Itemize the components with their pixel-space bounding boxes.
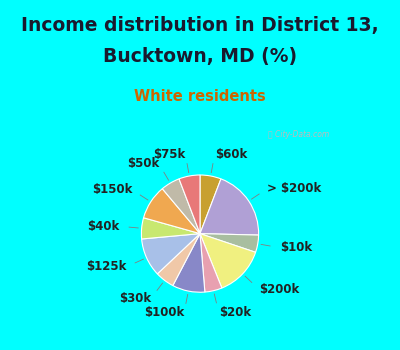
- Wedge shape: [200, 234, 256, 288]
- Text: $100k: $100k: [144, 306, 184, 320]
- Wedge shape: [173, 234, 205, 292]
- Wedge shape: [200, 179, 259, 235]
- Text: Income distribution in District 13,: Income distribution in District 13,: [21, 16, 379, 35]
- Text: $40k: $40k: [87, 220, 120, 233]
- Wedge shape: [141, 218, 200, 239]
- Wedge shape: [142, 234, 200, 274]
- Text: > $200k: > $200k: [267, 182, 322, 195]
- Wedge shape: [144, 189, 200, 234]
- Wedge shape: [179, 175, 200, 234]
- Wedge shape: [200, 175, 221, 234]
- Text: $200k: $200k: [259, 283, 299, 296]
- Text: $60k: $60k: [215, 148, 247, 161]
- Text: ⓘ City-Data.com: ⓘ City-Data.com: [268, 130, 329, 139]
- Text: Bucktown, MD (%): Bucktown, MD (%): [103, 47, 297, 66]
- Wedge shape: [200, 234, 259, 252]
- Text: $150k: $150k: [92, 183, 132, 196]
- Text: $20k: $20k: [219, 306, 251, 319]
- Text: $50k: $50k: [127, 158, 159, 170]
- Text: $75k: $75k: [153, 148, 185, 161]
- Text: $10k: $10k: [280, 241, 312, 254]
- Wedge shape: [200, 234, 222, 292]
- Wedge shape: [157, 234, 200, 286]
- Text: $30k: $30k: [119, 292, 151, 304]
- Text: $125k: $125k: [86, 260, 126, 273]
- Wedge shape: [162, 179, 200, 234]
- Text: White residents: White residents: [134, 89, 266, 104]
